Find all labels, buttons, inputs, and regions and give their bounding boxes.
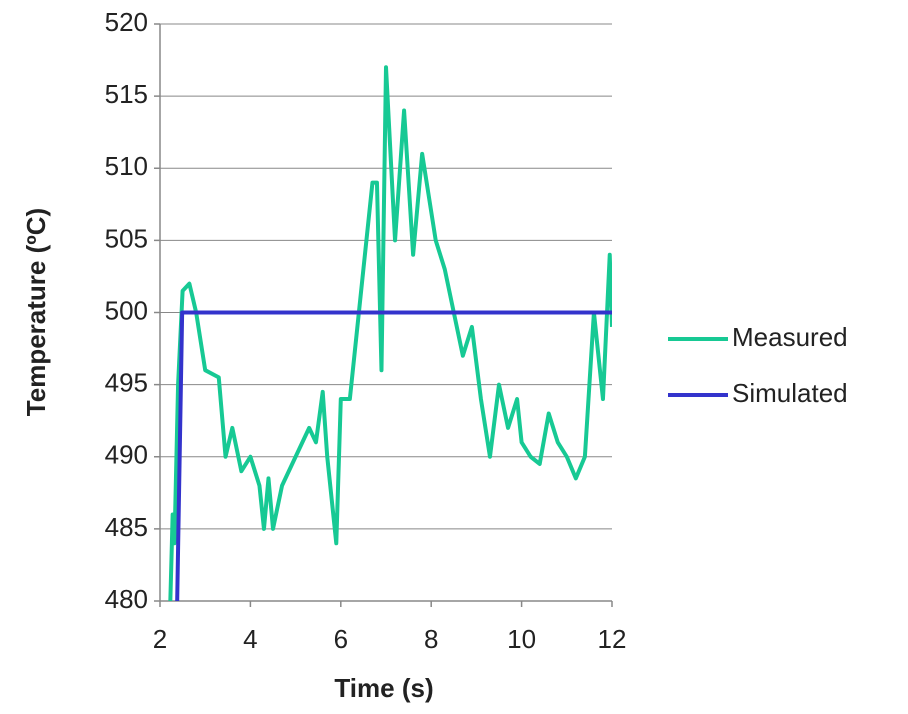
y-tick-label: 500 xyxy=(105,295,148,325)
x-axis-title: Time (s) xyxy=(334,673,433,703)
y-tick-label: 520 xyxy=(105,7,148,37)
y-tick-label: 495 xyxy=(105,368,148,398)
y-tick-label: 480 xyxy=(105,584,148,614)
x-tick-label: 6 xyxy=(334,624,348,654)
legend-label: Measured xyxy=(732,322,848,352)
y-tick-label: 490 xyxy=(105,440,148,470)
y-tick-label: 485 xyxy=(105,512,148,542)
y-tick-label: 505 xyxy=(105,223,148,253)
x-tick-label: 12 xyxy=(598,624,627,654)
x-tick-label: 10 xyxy=(507,624,536,654)
x-tick-label: 2 xyxy=(153,624,167,654)
x-tick-label: 4 xyxy=(243,624,257,654)
x-tick-label: 8 xyxy=(424,624,438,654)
y-tick-label: 510 xyxy=(105,151,148,181)
y-axis-title: Temperature (ºC) xyxy=(21,208,51,416)
data-line xyxy=(175,310,612,601)
y-tick-label: 515 xyxy=(105,79,148,109)
data-line xyxy=(168,65,612,601)
legend-label: Simulated xyxy=(732,378,848,408)
